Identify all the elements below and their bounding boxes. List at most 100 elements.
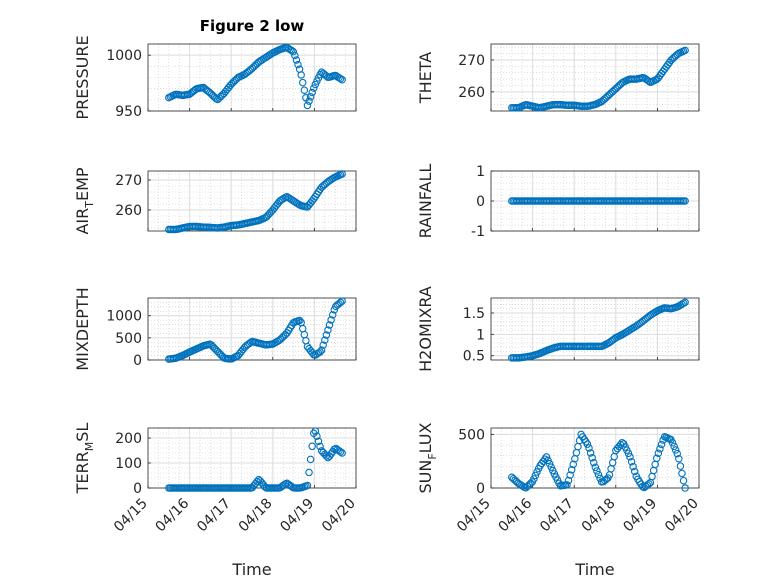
data-marker xyxy=(314,437,323,446)
data-marker xyxy=(530,475,538,483)
data-marker xyxy=(563,481,571,489)
data-marker xyxy=(291,51,299,60)
data-marker xyxy=(671,446,680,454)
data-marker xyxy=(588,454,596,462)
data-marker xyxy=(564,476,573,485)
data-marker xyxy=(338,75,346,84)
y-tick-label: 1.5 xyxy=(463,306,485,322)
axes-box xyxy=(490,170,700,232)
data-marker xyxy=(567,466,576,474)
axes-box xyxy=(490,427,700,489)
data-marker xyxy=(657,440,666,449)
data-marker xyxy=(668,438,677,447)
data-marker xyxy=(630,467,639,476)
figure-title: Figure 2 low xyxy=(200,17,305,35)
data-marker xyxy=(212,94,220,103)
data-marker xyxy=(616,440,625,449)
data-marker xyxy=(627,457,636,466)
x-tick-label: 04/17 xyxy=(194,496,234,536)
data-marker xyxy=(566,471,574,479)
data-marker xyxy=(306,455,315,464)
data-marker xyxy=(645,480,653,488)
subplot-4: -1 0 1 RAINFALL xyxy=(416,164,700,240)
axes-box xyxy=(490,43,700,112)
data-marker xyxy=(594,470,603,479)
y-axis-label: PRESSURE xyxy=(73,35,92,119)
data-marker xyxy=(679,476,688,485)
y-axis-label: SUNFLUX xyxy=(416,422,439,493)
subplot-5: 0 500 1000 MIXDEPTH xyxy=(73,287,357,371)
data-marker xyxy=(308,442,316,451)
data-marker xyxy=(681,484,689,492)
data-marker xyxy=(313,432,321,440)
x-tick-label: 04/18 xyxy=(579,496,619,536)
data-marker xyxy=(533,468,541,476)
data-marker xyxy=(338,297,346,305)
data-marker xyxy=(589,458,598,467)
data-marker xyxy=(338,170,346,178)
axes-box xyxy=(147,297,357,361)
y-axis-label: TERRMSL xyxy=(73,423,96,495)
y-tick-label: 500 xyxy=(115,331,142,347)
data-marker xyxy=(297,71,305,79)
y-tick-label: 1 xyxy=(476,327,485,343)
y-tick-label: 1 xyxy=(476,164,485,180)
data-marker xyxy=(330,445,338,454)
data-marker xyxy=(316,442,324,451)
data-marker xyxy=(624,449,633,458)
data-marker xyxy=(586,449,595,457)
x-tick-label: 04/15 xyxy=(111,496,151,536)
y-tick-label: 0.5 xyxy=(463,349,485,365)
y-axis-label: THETA xyxy=(416,52,435,104)
data-marker xyxy=(638,482,647,491)
x-tick-label: 04/16 xyxy=(496,495,536,535)
data-marker xyxy=(289,47,298,56)
subplot-6: 0.5 1 1.5 H2OMIXRA xyxy=(416,286,700,372)
data-marker xyxy=(678,469,686,478)
x-tick-label: 04/15 xyxy=(454,496,494,536)
x-tick-label: 04/20 xyxy=(319,496,359,536)
data-marker xyxy=(253,477,261,486)
data-marker xyxy=(544,456,552,465)
data-marker xyxy=(303,481,312,490)
subplot-3: 260 270 AIRTEMP xyxy=(73,167,357,235)
data-marker xyxy=(328,311,337,319)
data-marker xyxy=(305,468,313,477)
y-tick-label: 260 xyxy=(458,85,485,101)
y-tick-label: 0 xyxy=(133,353,142,369)
data-marker xyxy=(681,298,689,307)
data-marker xyxy=(306,93,315,101)
data-marker xyxy=(542,453,551,461)
axes-box xyxy=(490,297,700,361)
subplot-7: 04/15 04/16 04/17 04/18 04/19 04/20 0 100 200 TER… xyxy=(73,423,359,536)
data-marker xyxy=(295,316,304,325)
data-marker xyxy=(310,84,318,92)
x-tick-label: 04/17 xyxy=(537,496,577,536)
y-tick-label: 260 xyxy=(115,203,142,219)
y-tick-label: 0 xyxy=(133,481,142,497)
y-tick-label: 270 xyxy=(458,53,485,69)
data-marker xyxy=(317,346,326,354)
data-marker xyxy=(670,442,678,451)
data-marker xyxy=(316,348,324,356)
axes-box xyxy=(147,170,357,232)
data-marker xyxy=(629,462,637,471)
y-tick-label: 100 xyxy=(115,456,142,472)
y-tick-label: 500 xyxy=(458,427,485,443)
data-marker xyxy=(545,459,554,468)
data-marker xyxy=(547,463,555,471)
data-marker xyxy=(676,462,685,470)
x-tick-label: 04/16 xyxy=(153,495,193,535)
data-marker xyxy=(308,88,316,97)
data-marker xyxy=(591,463,600,472)
axes-box xyxy=(147,43,357,112)
x-axis-label-left: Time xyxy=(231,560,271,579)
data-marker xyxy=(679,299,688,307)
data-marker xyxy=(681,46,689,55)
data-marker xyxy=(303,101,312,110)
x-tick-label: 04/20 xyxy=(662,496,702,536)
y-tick-label: 1000 xyxy=(106,48,142,64)
data-marker xyxy=(324,326,332,334)
subplot-8: 04/15 04/16 04/17 04/18 04/19 04/20 0 500 SUNFLU… xyxy=(416,422,702,535)
